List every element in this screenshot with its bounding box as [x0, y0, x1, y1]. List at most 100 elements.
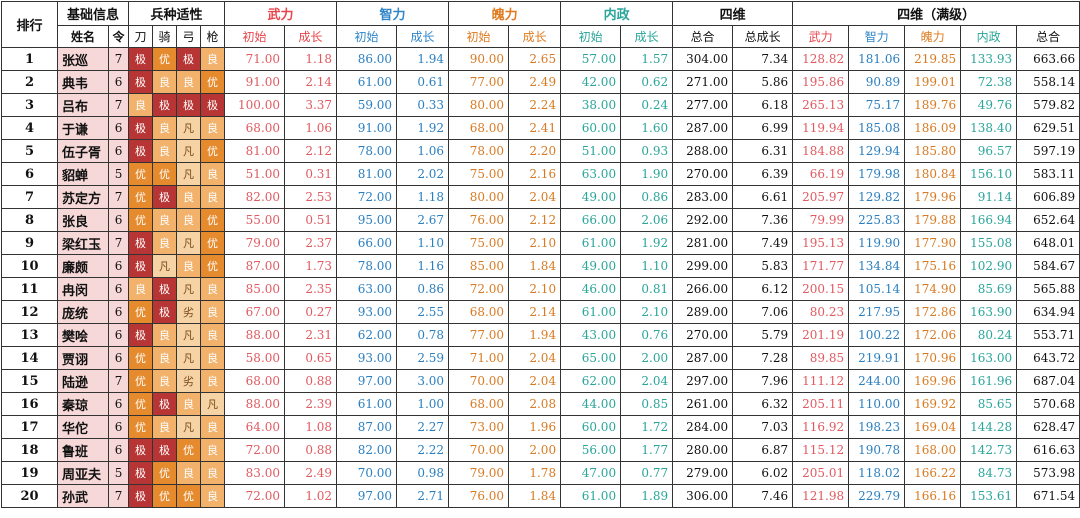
max-zhi-cell: 118.02	[848, 461, 906, 485]
mei-init-header: 初始	[448, 25, 510, 48]
wu-init-cell: 68.00	[224, 116, 286, 140]
qiang-aptitude-cell: 良	[200, 461, 226, 485]
total-grow-cell: 6.31	[732, 139, 794, 163]
gong-aptitude-cell: 极	[176, 47, 202, 71]
max-total-cell: 597.19	[1016, 139, 1080, 163]
zhi-init-cell: 91.00	[336, 116, 398, 140]
qiang-aptitude-cell: 良	[200, 300, 226, 324]
name-cell: 周亚夫	[57, 461, 109, 485]
wu-grow-cell: 2.12	[284, 139, 338, 163]
gong-aptitude-cell: 良	[176, 208, 202, 232]
mei-init-cell: 70.00	[448, 438, 510, 462]
wu-init-cell: 72.00	[224, 484, 286, 508]
mei-grow-cell: 2.20	[508, 139, 562, 163]
zhi-init-cell: 97.00	[336, 369, 398, 393]
total-grow-cell: 7.03	[732, 415, 794, 439]
dao-aptitude-cell: 优	[128, 346, 154, 370]
mei-header: 魄力	[448, 1, 562, 26]
dao-header: 刀	[128, 25, 154, 48]
name-cell: 梁红玉	[57, 231, 109, 255]
zhi-grow-cell: 0.98	[396, 461, 450, 485]
mei-init-cell: 68.00	[448, 300, 510, 324]
total-cell: 266.00	[672, 277, 734, 301]
zhi-init-cell: 97.00	[336, 484, 398, 508]
max-total-cell: 671.54	[1016, 484, 1080, 508]
max-mei-cell: 175.16	[904, 254, 962, 278]
rank-cell: 2	[1, 70, 58, 94]
gong-aptitude-cell: 良	[176, 185, 202, 209]
rank-cell: 20	[1, 484, 58, 508]
gong-aptitude-cell: 凡	[176, 277, 202, 301]
mei-grow-cell: 2.12	[508, 208, 562, 232]
name-cell: 樊哙	[57, 323, 109, 347]
nei-grow-cell: 0.24	[620, 93, 674, 117]
dao-aptitude-cell: 极	[128, 47, 154, 71]
gong-aptitude-cell: 优	[176, 484, 202, 508]
dao-aptitude-cell: 极	[128, 139, 154, 163]
gong-aptitude-cell: 凡	[176, 231, 202, 255]
wu-init-cell: 51.00	[224, 162, 286, 186]
gong-aptitude-cell: 极	[176, 93, 202, 117]
qiang-aptitude-cell: 良	[200, 323, 226, 347]
qiang-aptitude-cell: 优	[200, 254, 226, 278]
max-wu-cell: 80.23	[792, 300, 850, 324]
max-nei-cell: 96.57	[960, 139, 1018, 163]
dao-aptitude-cell: 极	[128, 323, 154, 347]
total-grow-cell: 7.46	[732, 484, 794, 508]
wu-grow-cell: 0.88	[284, 438, 338, 462]
qi-aptitude-cell: 优	[152, 47, 178, 71]
rank-header: 排行	[1, 1, 58, 48]
rank-cell: 7	[1, 185, 58, 209]
table-row: 6 貂蝉 5 优优凡良 51.00 0.31 81.00 2.02 75.00 2.16 63.00…	[1, 162, 1080, 186]
ling-cell: 6	[107, 208, 130, 232]
max-zhi-cell: 129.94	[848, 139, 906, 163]
max-nei-cell: 155.08	[960, 231, 1018, 255]
dao-aptitude-cell: 极	[128, 484, 154, 508]
zhi-init-cell: 78.00	[336, 254, 398, 278]
ranking-body: 1 张巡 7 极优极良 71.00 1.18 86.00 1.94 90.00 2.65 57.00…	[1, 47, 1080, 508]
zhi-init-cell: 95.00	[336, 208, 398, 232]
nei-init-cell: 56.00	[560, 438, 622, 462]
max-nei-header: 内政	[960, 25, 1018, 48]
qi-aptitude-cell: 良	[152, 346, 178, 370]
max-nei-cell: 133.93	[960, 47, 1018, 71]
zhi-grow-cell: 3.00	[396, 369, 450, 393]
wu-init-cell: 88.00	[224, 392, 286, 416]
qi-aptitude-cell: 良	[152, 208, 178, 232]
dao-aptitude-cell: 极	[128, 254, 154, 278]
dao-aptitude-cell: 优	[128, 392, 154, 416]
total-cell: 270.00	[672, 162, 734, 186]
max-nei-cell: 142.73	[960, 438, 1018, 462]
name-cell: 庞统	[57, 300, 109, 324]
zhi-grow-cell: 1.10	[396, 231, 450, 255]
mei-init-cell: 76.00	[448, 208, 510, 232]
wu-grow-cell: 0.88	[284, 369, 338, 393]
zhi-init-cell: 61.00	[336, 70, 398, 94]
wu-grow-cell: 2.39	[284, 392, 338, 416]
wu-init-cell: 79.00	[224, 231, 286, 255]
nei-grow-cell: 1.89	[620, 484, 674, 508]
name-header: 姓名	[57, 25, 109, 48]
nei-init-cell: 63.00	[560, 162, 622, 186]
rank-cell: 11	[1, 277, 58, 301]
total-grow-cell: 7.49	[732, 231, 794, 255]
max-wu-cell: 265.13	[792, 93, 850, 117]
max-mei-cell: 186.09	[904, 116, 962, 140]
nei-grow-cell: 1.92	[620, 231, 674, 255]
rank-cell: 4	[1, 116, 58, 140]
mei-init-cell: 79.00	[448, 461, 510, 485]
nei-init-cell: 62.00	[560, 369, 622, 393]
qi-aptitude-cell: 良	[152, 70, 178, 94]
max-total-cell: 579.82	[1016, 93, 1080, 117]
wu-init-cell: 71.00	[224, 47, 286, 71]
name-cell: 吕布	[57, 93, 109, 117]
gong-aptitude-cell: 凡	[176, 139, 202, 163]
mei-init-cell: 77.00	[448, 70, 510, 94]
gong-aptitude-cell: 良	[176, 254, 202, 278]
name-cell: 华佗	[57, 415, 109, 439]
max-nei-cell: 163.90	[960, 300, 1018, 324]
zhi-init-cell: 93.00	[336, 300, 398, 324]
wu-init-cell: 88.00	[224, 323, 286, 347]
max-total-cell: 558.14	[1016, 70, 1080, 94]
ling-cell: 6	[107, 346, 130, 370]
